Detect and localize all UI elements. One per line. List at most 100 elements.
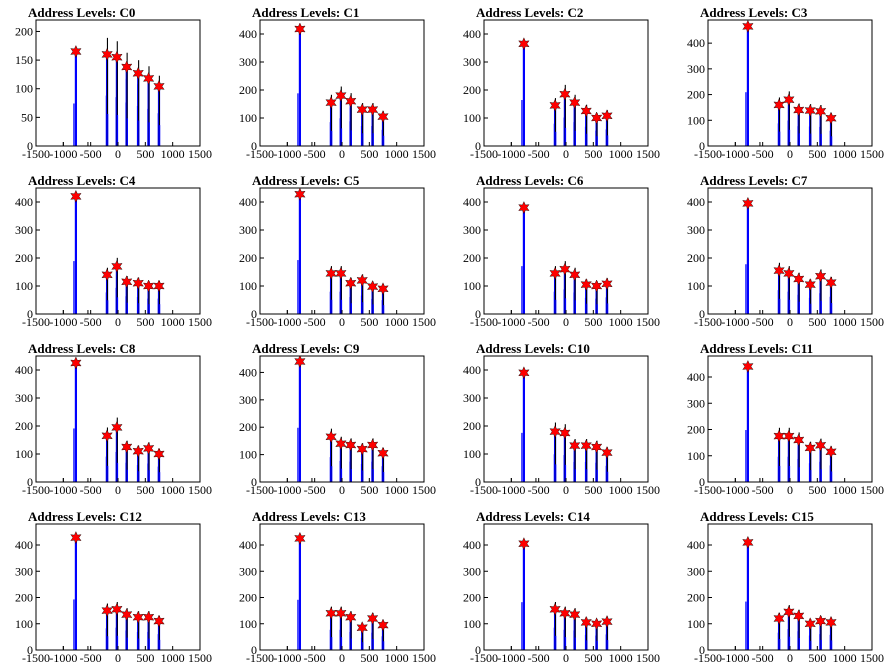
x-tick-label: 500: [360, 147, 378, 161]
histogram-bars: [286, 28, 385, 146]
panel-c15: Address Levels: C15 0 100 200 300 400 -1500 -10…: [687, 509, 884, 665]
peak-marker: [601, 615, 613, 629]
x-tick-label: 500: [360, 483, 378, 497]
y-tick-label: 200: [463, 591, 481, 605]
x-tick-label: 0: [787, 147, 793, 161]
peak-marker: [825, 615, 837, 629]
panel-c4: Address Levels: C4 0 100 200 300 400 -1500 -100…: [15, 173, 212, 329]
panel-title: Address Levels: C15: [700, 509, 814, 524]
peak-marker: [345, 438, 357, 452]
x-tick-label: 500: [136, 147, 154, 161]
panel-c14: Address Levels: C14 0 100 200 300 400 -1500 -10…: [463, 509, 660, 665]
peak-marker: [601, 277, 613, 291]
y-tick-label: 400: [463, 195, 481, 209]
x-tick-label: -1000: [721, 147, 749, 161]
histogram-bars: [734, 26, 833, 146]
x-tick-label: -500: [752, 651, 774, 665]
peak-marker: [294, 22, 306, 36]
y-tick-label: 50: [21, 110, 33, 124]
x-tick-label: -500: [80, 651, 102, 665]
panel-c7: Address Levels: C7 0 100 200 300 400 -1500 -100…: [687, 173, 884, 329]
y-tick-label: 300: [15, 223, 33, 237]
peak-marker: [294, 355, 306, 368]
panel-title: Address Levels: C13: [252, 509, 366, 524]
x-tick-label: 1000: [609, 651, 633, 665]
peak-marker: [825, 445, 837, 459]
peak-marker: [793, 433, 805, 447]
peak-marker: [773, 612, 785, 625]
peak-marker: [590, 617, 603, 631]
x-tick-label: -1500: [22, 315, 50, 329]
y-tick-label: 0: [251, 307, 257, 321]
y-tick-label: 150: [15, 53, 33, 67]
peak-marker: [121, 440, 133, 454]
peak-marker: [549, 266, 561, 280]
histogram-bars: [734, 542, 833, 650]
x-tick-label: 1500: [860, 147, 884, 161]
y-tick-label: 100: [463, 279, 481, 293]
peak-marker: [294, 531, 306, 545]
peak-marker: [153, 614, 165, 628]
y-tick-label: 300: [687, 564, 705, 578]
x-tick-label: 1000: [385, 147, 409, 161]
x-tick-label: 1500: [636, 483, 660, 497]
x-tick-label: -1000: [497, 147, 525, 161]
histogram-bars: [734, 203, 833, 314]
x-tick-label: -500: [528, 651, 550, 665]
x-tick-label: 1000: [161, 651, 185, 665]
peak-marker: [825, 111, 837, 125]
x-tick-label: -500: [752, 483, 774, 497]
panel-title: Address Levels: C6: [476, 173, 584, 188]
peak-marker: [121, 275, 133, 289]
x-tick-label: -1000: [273, 315, 301, 329]
y-tick-label: 100: [239, 448, 257, 462]
y-tick-label: 0: [251, 139, 257, 153]
peak-marker: [590, 111, 603, 125]
x-tick-label: -1500: [246, 315, 274, 329]
x-tick-label: -500: [80, 483, 102, 497]
peak-marker: [569, 608, 581, 622]
histogram-bars: [510, 207, 609, 314]
peak-marker: [549, 425, 561, 439]
y-tick-label: 0: [27, 139, 33, 153]
y-tick-label: 0: [27, 307, 33, 321]
x-tick-label: -1000: [721, 483, 749, 497]
histogram-bars: [62, 196, 161, 314]
y-tick-label: 300: [463, 564, 481, 578]
y-tick-label: 0: [699, 475, 705, 489]
peak-marker: [345, 94, 357, 108]
peak-marker: [345, 610, 357, 624]
y-tick-label: 100: [463, 111, 481, 125]
x-tick-label: 500: [136, 483, 154, 497]
peak-marker: [132, 66, 144, 80]
peak-marker: [377, 282, 389, 296]
y-tick-label: 400: [239, 195, 257, 209]
y-tick-label: 300: [687, 223, 705, 237]
y-tick-label: 100: [15, 617, 33, 631]
panel-c11: Address Levels: C11 0 100 200 300 400 -1500 -10…: [687, 341, 884, 497]
y-tick-label: 400: [15, 363, 33, 377]
peak-marker: [518, 37, 530, 51]
peak-marker: [377, 618, 389, 632]
panel-c12: Address Levels: C12 0 100 200 300 400 -1500 -10…: [15, 509, 212, 665]
x-tick-label: 0: [563, 651, 569, 665]
x-tick-label: -1500: [22, 651, 50, 665]
x-tick-label: 500: [808, 483, 826, 497]
x-tick-label: 1000: [609, 483, 633, 497]
y-tick-label: 100: [463, 447, 481, 461]
y-tick-label: 400: [687, 538, 705, 552]
peak-marker: [742, 535, 754, 549]
peak-marker: [101, 429, 113, 443]
x-tick-label: -1000: [49, 483, 77, 497]
y-tick-label: 300: [687, 62, 705, 76]
peak-marker: [335, 89, 347, 103]
panel-title: Address Levels: C1: [252, 5, 359, 20]
peak-marker: [111, 50, 123, 64]
y-tick-label: 200: [239, 591, 257, 605]
x-tick-label: 1000: [385, 483, 409, 497]
peak-marker: [783, 266, 795, 280]
x-tick-label: -500: [304, 483, 326, 497]
x-tick-label: -1000: [273, 147, 301, 161]
x-tick-label: -1000: [49, 147, 77, 161]
